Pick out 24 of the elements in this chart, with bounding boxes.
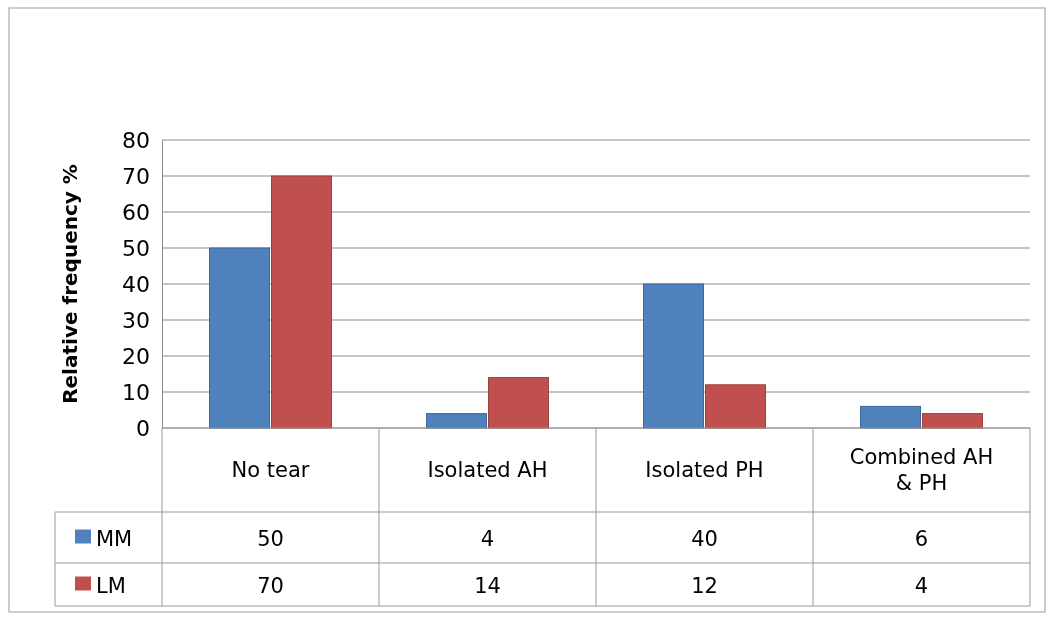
y-tick-label: 50: [122, 235, 150, 261]
y-tick-label: 30: [122, 307, 150, 333]
x-tick-label: Isolated PH: [645, 458, 764, 482]
x-tick-label: Isolated AH: [427, 458, 548, 482]
y-axis-title: Relative frequency %: [58, 164, 82, 404]
data-label: 40: [691, 526, 718, 551]
legend-label: MM: [96, 526, 133, 551]
data-label: 4: [914, 573, 929, 598]
y-tick-label: 70: [122, 163, 150, 189]
x-tick-label: No tear: [231, 458, 310, 482]
y-tick-label: 10: [122, 379, 150, 405]
data-label: 50: [257, 526, 284, 551]
y-tick-label: 40: [122, 271, 150, 297]
x-tick-label: Combined AH & PH: [849, 445, 994, 495]
y-tick-label: 60: [122, 199, 150, 225]
data-label: 70: [257, 573, 284, 598]
y-tick-label: 0: [136, 415, 150, 441]
legend-label: LM: [96, 573, 126, 598]
y-tick-label: 80: [122, 127, 150, 153]
y-tick-label: 20: [122, 343, 150, 369]
data-label: 6: [914, 526, 929, 551]
data-label: 14: [474, 573, 501, 598]
data-label: 4: [480, 526, 495, 551]
data-label: 12: [691, 573, 718, 598]
